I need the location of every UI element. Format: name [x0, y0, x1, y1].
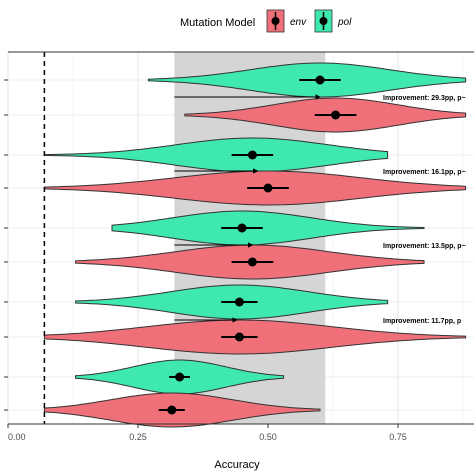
legend-label-pol: pol: [337, 17, 352, 28]
violin-pol: [111, 210, 425, 246]
x-axis-title: Accuracy: [214, 459, 260, 471]
mean-point-env: [263, 183, 273, 193]
legend: Mutation Model env pol: [180, 9, 352, 33]
violins: [43, 62, 467, 428]
x-axis: 0.00 0.25 0.50 0.75: [4, 51, 474, 442]
legend-label-env: env: [290, 17, 307, 28]
improvement-annotation: Improvement: 29.3pp, p~: [383, 95, 466, 102]
mean-point-env: [247, 257, 257, 267]
violin-pol: [43, 137, 389, 173]
improvement-arrows: Improvement: 29.3pp, p~ Improvement: 16.1…: [174, 94, 466, 325]
mean-point-pol: [315, 75, 325, 85]
improvement-annotation: Improvement: 16.1pp, p~: [383, 169, 466, 176]
mean-point-pol: [237, 223, 247, 233]
mean-point-pol: [247, 150, 257, 160]
x-tick-label: 0.50: [259, 432, 277, 442]
legend-key-dot: [319, 17, 328, 25]
mean-point-env: [234, 332, 244, 342]
x-tick-label: 0.00: [8, 432, 26, 442]
mean-point-env: [167, 405, 177, 415]
legend-key-dot: [271, 17, 280, 25]
mean-point-pol: [175, 372, 185, 382]
legend-title: Mutation Model: [180, 17, 255, 29]
x-tick-label: 0.25: [129, 432, 147, 442]
mean-point-pol: [234, 297, 244, 307]
x-tick-label: 0.75: [389, 432, 407, 442]
improvement-annotation: Improvement: 13.5pp, p~: [383, 243, 466, 250]
improvement-annotation: Improvement: 11.7pp, p: [383, 318, 461, 325]
mean-point-env: [331, 110, 341, 120]
